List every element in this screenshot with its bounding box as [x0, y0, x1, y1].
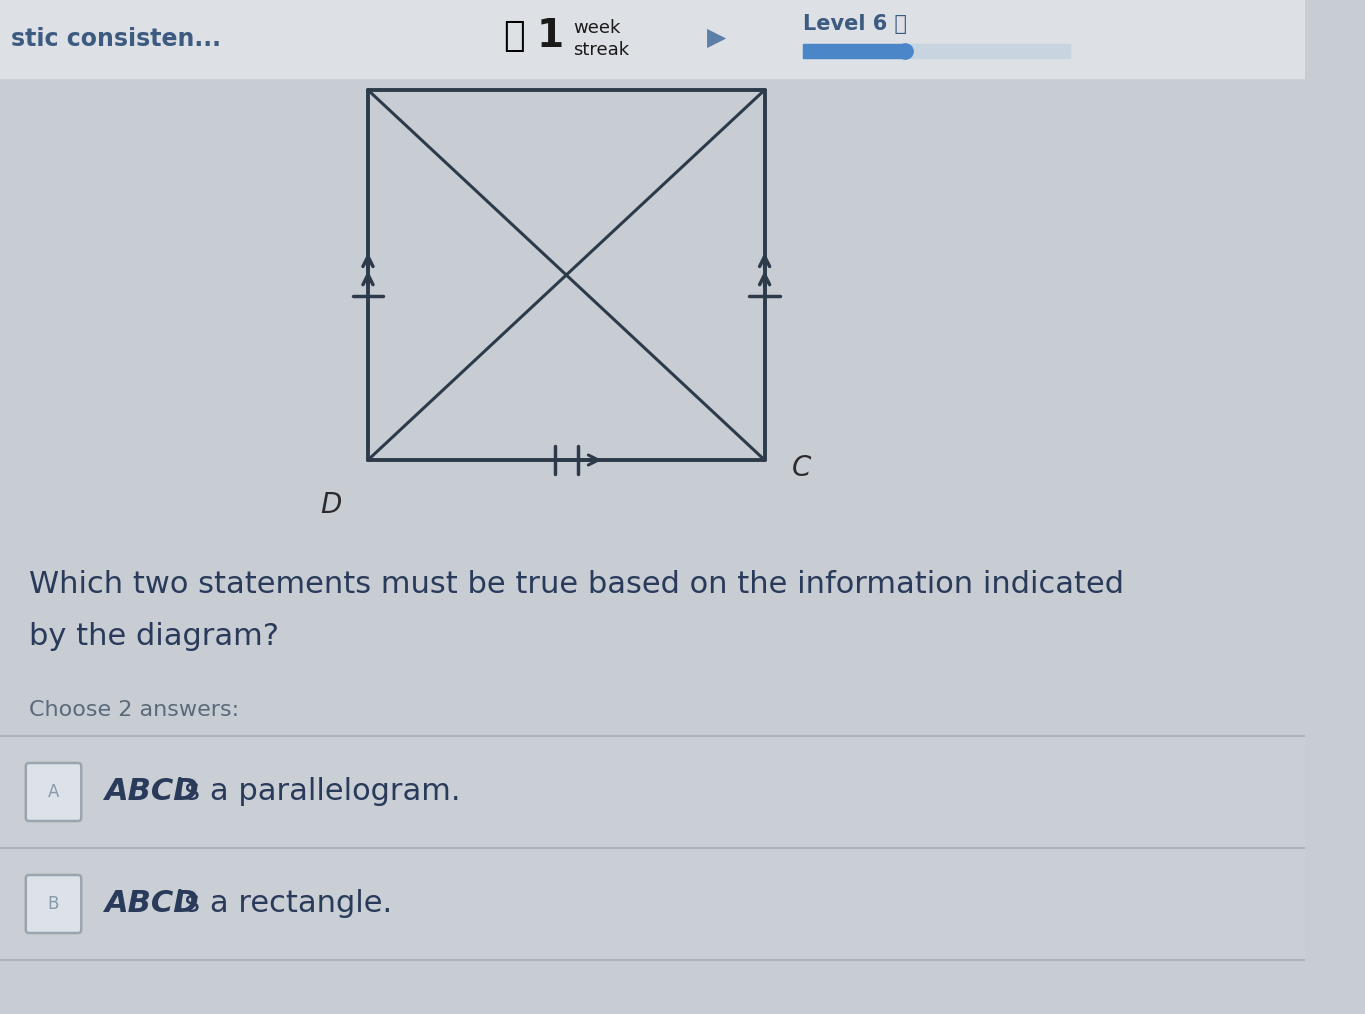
Text: A: A [48, 783, 59, 801]
Text: ABCD: ABCD [105, 889, 199, 919]
Text: C: C [792, 454, 811, 482]
Bar [803, 44, 1070, 58]
Text: stic consisten...: stic consisten... [11, 27, 221, 51]
Text: Choose 2 answers:: Choose 2 answers: [29, 700, 239, 720]
Bar [0, 0, 1305, 78]
FancyBboxPatch shape [26, 875, 82, 933]
Text: ABCD: ABCD [105, 778, 199, 806]
Bar [803, 44, 905, 58]
Text: is a parallelogram.: is a parallelogram. [165, 778, 460, 806]
Bar [0, 848, 1305, 960]
Bar [0, 736, 1305, 848]
Text: D: D [319, 491, 341, 519]
Text: streak: streak [573, 41, 629, 59]
Text: week: week [573, 19, 621, 37]
Text: B: B [48, 895, 59, 913]
Text: 1: 1 [536, 17, 564, 55]
Text: Which two statements must be true based on the information indicated: Which two statements must be true based … [29, 570, 1123, 599]
FancyBboxPatch shape [26, 763, 82, 821]
Text: is a rectangle.: is a rectangle. [165, 889, 392, 919]
Text: 🔥: 🔥 [504, 19, 526, 53]
Text: ▶: ▶ [707, 26, 726, 50]
Text: Level 6 ⓘ: Level 6 ⓘ [803, 14, 906, 34]
Text: by the diagram?: by the diagram? [29, 622, 278, 651]
